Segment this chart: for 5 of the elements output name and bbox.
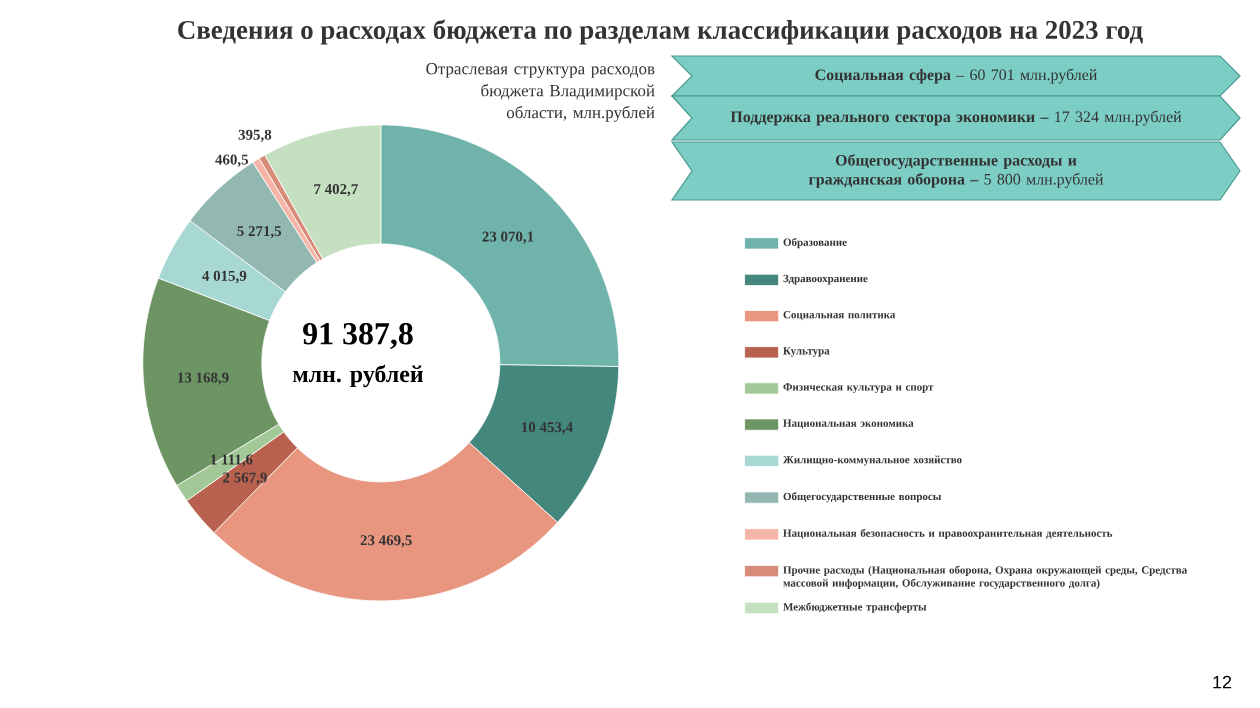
chart-subtitle: Отраслевая структура расходов бюджета Владимирской области, млн.рублей bbox=[426, 63, 655, 122]
text: млн. рублей bbox=[293, 364, 424, 388]
text: 91 387,8 bbox=[303, 322, 413, 350]
text: 12 bbox=[1213, 675, 1232, 689]
chart-title: Сведения о расходах бюджета по разделам классификации расходов на 2023 год bbox=[178, 19, 1143, 45]
